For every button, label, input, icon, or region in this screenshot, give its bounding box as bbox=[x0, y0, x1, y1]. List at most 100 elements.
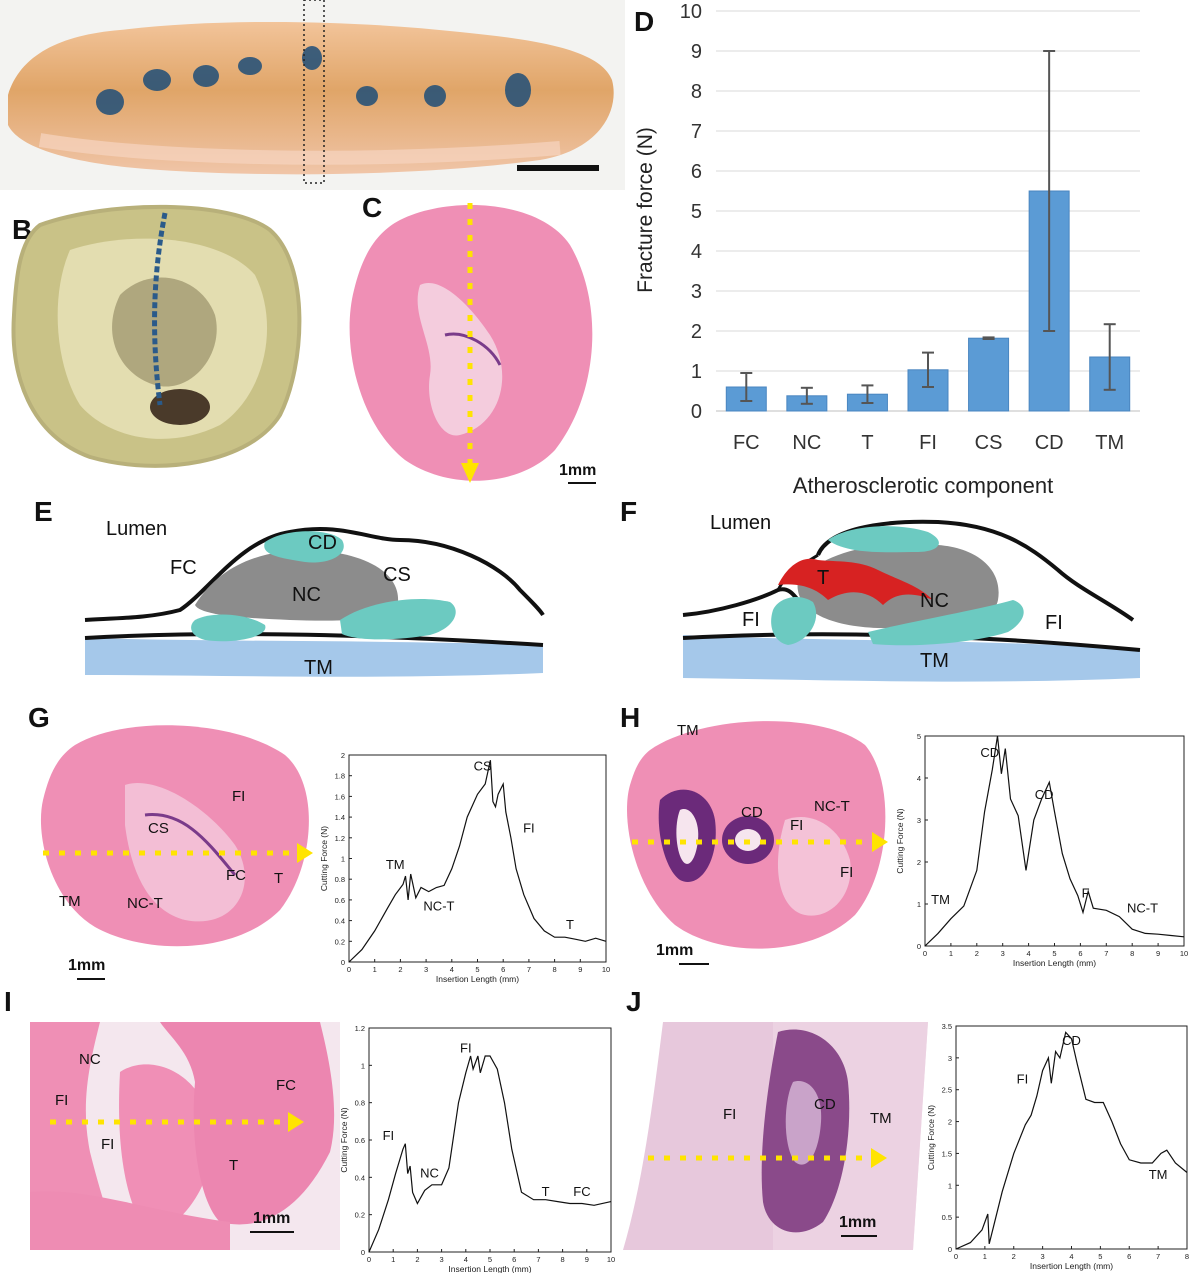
plot-frame bbox=[955, 1025, 1188, 1250]
fracture-force-bar-chart: 0 1 2 3 4 5 6 7 8 9 10 FC NC T FI CS CD TM Fracture forc… bbox=[634, 1, 1140, 498]
x-tick-label: 6 bbox=[512, 1255, 516, 1264]
f-label-lumen: Lumen bbox=[710, 512, 772, 534]
panel-letter-e: E bbox=[34, 496, 53, 527]
j-label-cd: CD bbox=[814, 1096, 836, 1113]
cutting-force-chart-j: 0 1 2 3 4 5 6 7 8 0 0.5 1 1.5 2 2.5 3 3.5 CD FI TM Insertion… bbox=[926, 1022, 1189, 1271]
d-x-tick-label: T bbox=[861, 432, 873, 454]
curve-annotation: CD bbox=[980, 745, 999, 760]
force-curve bbox=[924, 735, 1185, 947]
y-tick-label: 0 bbox=[948, 1245, 952, 1254]
force-curve bbox=[348, 760, 607, 963]
x-tick-label: 10 bbox=[602, 965, 610, 974]
x-tick-label: 8 bbox=[1185, 1252, 1189, 1261]
x-tick-label: 4 bbox=[1069, 1252, 1073, 1261]
curve-annotation: FI bbox=[1017, 1071, 1029, 1086]
d-y-tick-label: 0 bbox=[691, 401, 702, 423]
x-tick-label: 2 bbox=[975, 949, 979, 958]
y-tick-label: 2 bbox=[948, 1118, 952, 1127]
h-label-fi-top: FI bbox=[790, 817, 804, 834]
y-tick-label: 0 bbox=[341, 958, 345, 967]
x-tick-label: 4 bbox=[464, 1255, 468, 1264]
curve-annotation: FI bbox=[460, 1040, 472, 1055]
f-label-tm: TM bbox=[920, 650, 949, 672]
panel-letter-i: I bbox=[4, 986, 12, 1017]
cutting-force-chart-i: 0 1 2 3 4 5 6 7 8 9 10 0 0.2 0.4 0.6 0.8 1 1.2 FI FI NC T FC In… bbox=[339, 1024, 615, 1273]
y-tick-label: 0.4 bbox=[355, 1173, 365, 1182]
x-tick-label: 9 bbox=[1156, 949, 1160, 958]
x-tick-label: 1 bbox=[983, 1252, 987, 1261]
curve-annotation: CD bbox=[1062, 1033, 1081, 1048]
g-label-tm: TM bbox=[59, 893, 81, 910]
x-tick-label: 8 bbox=[1130, 949, 1134, 958]
d-x-tick-label: FC bbox=[733, 432, 760, 454]
d-y-tick-label: 10 bbox=[680, 1, 702, 23]
curve-annotation: FI bbox=[383, 1128, 395, 1143]
i-label-t: T bbox=[229, 1157, 239, 1174]
scale-bar-i bbox=[250, 1231, 294, 1233]
scale-bar-j bbox=[841, 1235, 877, 1237]
x-tick-label: 3 bbox=[424, 965, 428, 974]
he-section-i bbox=[30, 1022, 340, 1250]
panel-letter-g: G bbox=[28, 702, 50, 733]
panel-letter-d: D bbox=[634, 6, 655, 37]
x-tick-label: 8 bbox=[553, 965, 557, 974]
y-tick-label: 0.8 bbox=[335, 875, 345, 884]
i-label-nc: NC bbox=[79, 1051, 101, 1068]
g-label-fi: FI bbox=[232, 788, 246, 805]
d-y-tick-label: 4 bbox=[691, 241, 702, 263]
y-tick-label: 1.4 bbox=[335, 813, 345, 822]
y-tick-label: 0.2 bbox=[335, 937, 345, 946]
i-label-fc: FC bbox=[276, 1077, 296, 1094]
curve-annotation: FI bbox=[523, 821, 535, 836]
x-tick-label: 2 bbox=[398, 965, 402, 974]
d-x-tick-label: CS bbox=[975, 432, 1003, 454]
curve-annotation: TM bbox=[386, 857, 405, 872]
d-y-tick-label: 3 bbox=[691, 281, 702, 303]
x-tick-label: 6 bbox=[501, 965, 505, 974]
h-label-fi-bottom: FI bbox=[840, 864, 854, 881]
x-tick-label: 7 bbox=[1156, 1252, 1160, 1261]
plot-frame bbox=[368, 1027, 612, 1253]
curve-annotation: CS bbox=[474, 759, 492, 774]
y-tick-label: 0.6 bbox=[355, 1136, 365, 1145]
y-tick-label: 1 bbox=[341, 855, 345, 864]
x-tick-label: 3 bbox=[440, 1255, 444, 1264]
g-label-cs: CS bbox=[148, 820, 169, 837]
x-tick-label: 1 bbox=[949, 949, 953, 958]
y-tick-label: 0.4 bbox=[335, 917, 345, 926]
x-tick-label: 5 bbox=[1052, 949, 1056, 958]
curve-annotation: NC-T bbox=[1127, 900, 1158, 915]
d-error-bar bbox=[922, 351, 934, 388]
x-tick-label: 0 bbox=[954, 1252, 958, 1261]
y-tick-label: 2 bbox=[917, 858, 921, 867]
curve-annotation: F bbox=[1082, 886, 1090, 901]
schematic-f bbox=[682, 519, 1141, 682]
d-error-bar bbox=[982, 336, 995, 340]
j-label-tm: TM bbox=[870, 1110, 892, 1127]
panel-letter-f: F bbox=[620, 496, 638, 527]
curve-annotation: TM bbox=[1149, 1167, 1168, 1182]
panel-letter-c: C bbox=[362, 192, 383, 223]
curve-annotation: CD bbox=[1035, 787, 1054, 802]
x-axis-label: Insertion Length (mm) bbox=[1030, 1261, 1113, 1271]
d-x-tick-label: CD bbox=[1035, 432, 1064, 454]
y-tick-label: 2.5 bbox=[942, 1086, 952, 1095]
i-label-fi-left: FI bbox=[55, 1092, 69, 1109]
scale-label-g: 1mm bbox=[68, 957, 106, 974]
he-section-g bbox=[35, 715, 325, 955]
y-tick-label: 3.5 bbox=[942, 1022, 952, 1031]
x-tick-label: 5 bbox=[475, 965, 479, 974]
y-axis-label: Cutting Force (N) bbox=[895, 808, 905, 873]
curve-annotation: FC bbox=[573, 1184, 590, 1199]
y-tick-label: 1.2 bbox=[335, 834, 345, 843]
y-axis-label: Cutting Force (N) bbox=[319, 826, 329, 891]
d-error-bar bbox=[800, 386, 813, 405]
scale-label-c: 1mm bbox=[559, 462, 597, 479]
y-axis-label: Cutting Force (N) bbox=[926, 1105, 936, 1170]
e-label-nc: NC bbox=[292, 584, 321, 606]
x-tick-label: 4 bbox=[1027, 949, 1031, 958]
x-tick-label: 1 bbox=[373, 965, 377, 974]
d-error-bar bbox=[1103, 323, 1116, 391]
y-tick-label: 0.8 bbox=[355, 1099, 365, 1108]
x-tick-label: 10 bbox=[1180, 949, 1188, 958]
